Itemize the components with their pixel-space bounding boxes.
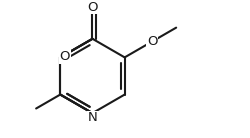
Text: O: O xyxy=(87,1,98,14)
Text: O: O xyxy=(147,35,157,48)
Text: O: O xyxy=(60,50,70,63)
Text: N: N xyxy=(88,111,97,124)
